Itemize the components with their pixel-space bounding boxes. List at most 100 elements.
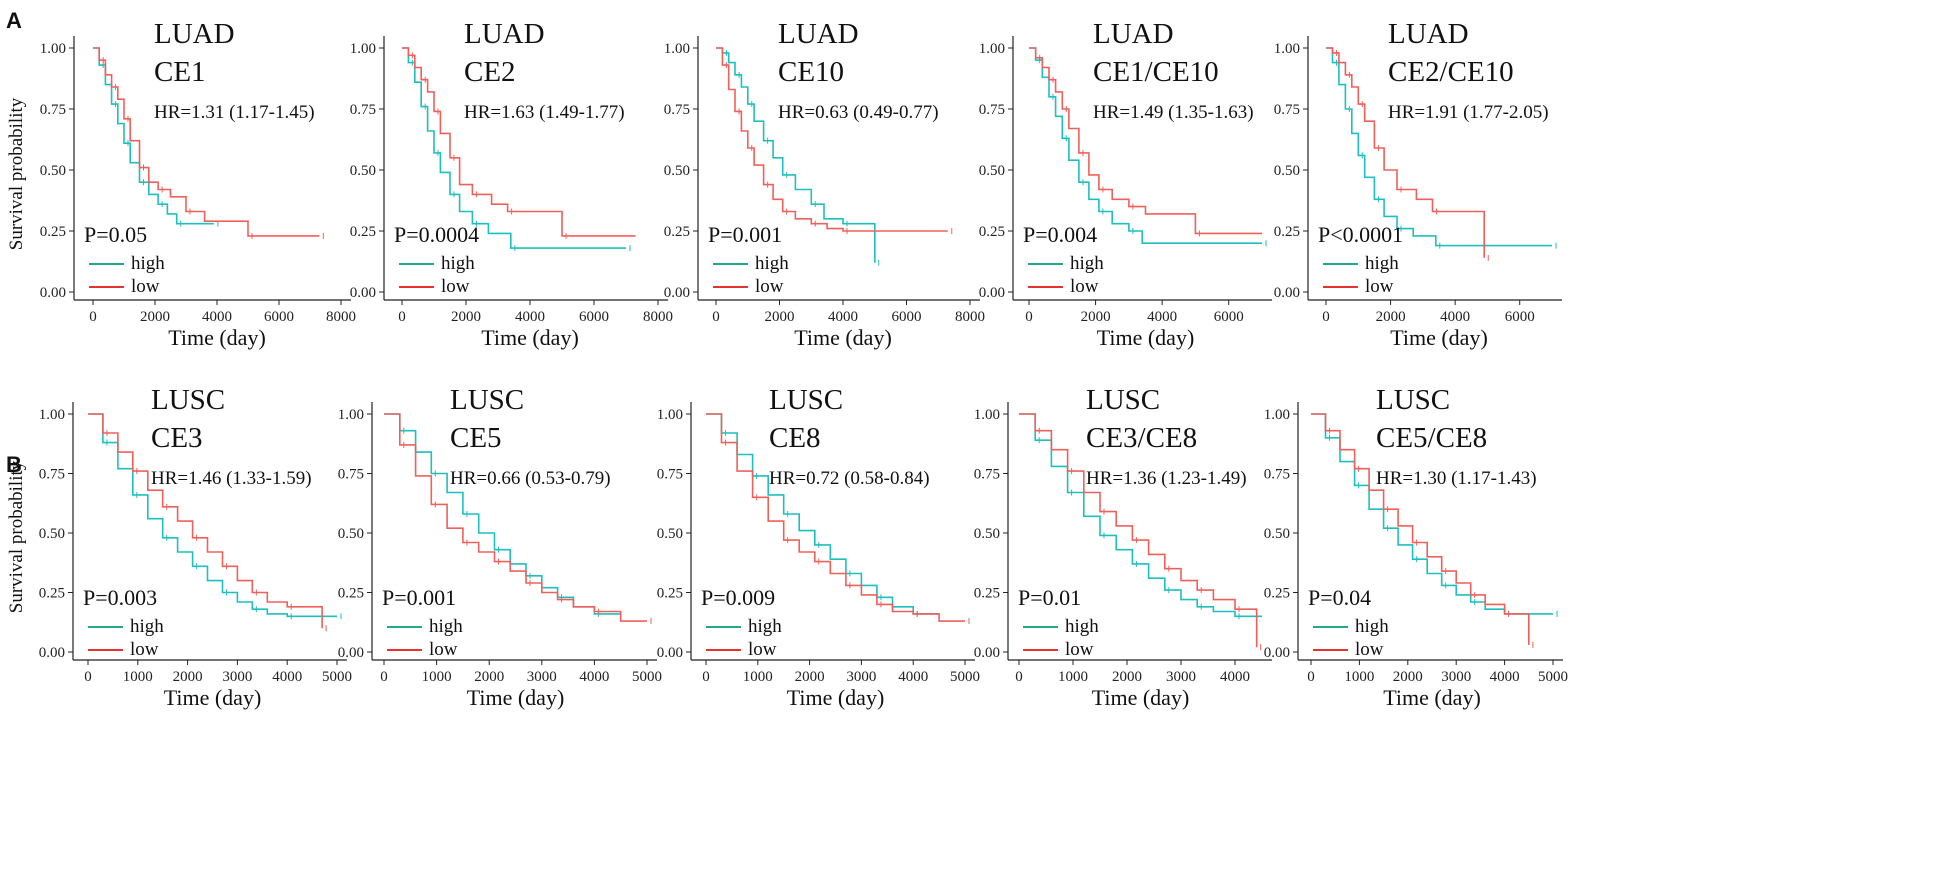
x-axis-label: Time (day): [794, 325, 892, 350]
y-tick-label: 0.75: [657, 467, 683, 483]
y-tick-label: 1.00: [338, 407, 364, 423]
x-tick-label: 0: [398, 309, 406, 325]
y-tick-label: 0.75: [1274, 102, 1300, 118]
y-tick-label: 0.25: [40, 224, 66, 240]
y-tick-label: 0.25: [664, 224, 690, 240]
x-tick-label: 4000: [828, 309, 858, 325]
y-tick-label: 0.75: [1264, 467, 1290, 483]
km-curve-low: [1029, 47, 1262, 235]
y-tick-label: 1.00: [39, 407, 65, 423]
x-tick-label: 5000: [1538, 669, 1568, 685]
x-axis-label: Time (day): [168, 325, 266, 350]
y-tick-label: 0.25: [657, 586, 683, 602]
y-tick-label: 0.00: [657, 645, 683, 661]
legend-label-low: low: [748, 639, 777, 660]
y-tick-label: 0.00: [1264, 645, 1290, 661]
group-title: CE5: [450, 422, 502, 454]
x-tick-label: 0: [712, 309, 720, 325]
y-tick-label: 0.50: [979, 163, 1005, 179]
x-tick-label: 6000: [892, 309, 922, 325]
p-value-label: P<0.0001: [1318, 222, 1403, 247]
legend-label-high: high: [131, 253, 165, 274]
legend-label-high: high: [1070, 253, 1104, 274]
x-tick-label: 2000: [173, 669, 203, 685]
x-tick-label: 3000: [222, 669, 252, 685]
km-plot-luad-ce1: 0.00 0.25 0.50 0.75 1.00 0 2000 4000 6000 8000 Tim…: [6, 18, 356, 350]
legend-label-high: high: [130, 616, 164, 637]
x-tick-label: 2000: [1112, 669, 1142, 685]
km-curve-high: [716, 47, 876, 263]
legend-label-high: high: [1065, 616, 1099, 637]
x-tick-label: 4000: [515, 309, 545, 325]
km-curve-low: [1019, 413, 1258, 648]
km-curve-high: [1029, 47, 1262, 244]
x-tick-label: 5000: [632, 669, 662, 685]
y-tick-label: 0.50: [39, 526, 65, 542]
x-tick-label: 2000: [765, 309, 795, 325]
km-plot-luad-ce2-ce10: 0.00 0.25 0.50 0.75 1.00 0 2000 4000 6000 Time (d…: [1274, 18, 1562, 350]
p-value-label: P=0.0004: [394, 222, 479, 247]
x-axis-label: Time (day): [481, 325, 579, 350]
cancer-title: LUAD: [154, 18, 235, 50]
p-value-label: P=0.003: [83, 585, 157, 610]
km-curve-low: [93, 47, 320, 237]
x-tick-label: 6000: [579, 309, 609, 325]
x-axis-label: Time (day): [1092, 685, 1190, 710]
x-tick-label: 2000: [474, 669, 504, 685]
x-tick-label: 2000: [140, 309, 170, 325]
y-tick-label: 1.00: [1264, 407, 1290, 423]
legend-label-low: low: [755, 276, 784, 297]
x-axis-label: Time (day): [467, 685, 565, 710]
km-plot-lusc-ce3-ce8: 0.00 0.25 0.50 0.75 1.00 0 1000 2000 3000 4000 Tim…: [974, 384, 1272, 710]
cancer-title: LUSC: [1086, 384, 1160, 416]
km-plot-lusc-ce8: 0.00 0.25 0.50 0.75 1.00 0 1000 2000 3000 4000 500…: [657, 384, 980, 710]
group-title: CE10: [778, 56, 844, 88]
p-value-label: P=0.01: [1018, 585, 1081, 610]
x-axis-label: Time (day): [1390, 325, 1488, 350]
km-curve-low: [384, 413, 647, 622]
hazard-ratio-label: HR=1.63 (1.49-1.77): [464, 102, 625, 123]
y-tick-label: 0.75: [338, 467, 364, 483]
x-tick-label: 0: [1015, 669, 1023, 685]
x-axis-label: Time (day): [787, 685, 885, 710]
y-tick-label: 0.75: [39, 467, 65, 483]
y-tick-label: 0.00: [40, 285, 66, 301]
x-tick-label: 8000: [326, 309, 356, 325]
x-tick-label: 0: [1025, 309, 1033, 325]
x-tick-label: 3000: [1441, 669, 1471, 685]
cancer-title: LUSC: [450, 384, 524, 416]
x-tick-label: 5000: [322, 669, 352, 685]
group-title: CE8: [769, 422, 821, 454]
x-tick-label: 2000: [451, 309, 481, 325]
cancer-title: LUSC: [769, 384, 843, 416]
x-tick-label: 4000: [1220, 669, 1250, 685]
p-value-label: P=0.04: [1308, 585, 1371, 610]
x-tick-label: 0: [702, 669, 710, 685]
x-tick-label: 1000: [743, 669, 773, 685]
y-tick-label: 0.00: [974, 645, 1000, 661]
legend-label-low: low: [1365, 276, 1394, 297]
km-plot-luad-ce1-ce10: 0.00 0.25 0.50 0.75 1.00 0 2000 4000 6000 Time (d…: [979, 18, 1272, 350]
hazard-ratio-label: HR=0.72 (0.58-0.84): [769, 468, 930, 489]
hazard-ratio-label: HR=0.63 (0.49-0.77): [778, 102, 939, 123]
x-tick-label: 1000: [1058, 669, 1088, 685]
group-title: CE3: [151, 422, 203, 454]
x-tick-label: 6000: [1214, 309, 1244, 325]
y-tick-label: 0.25: [39, 586, 65, 602]
y-tick-label: 1.00: [350, 41, 376, 57]
cancer-title: LUAD: [464, 18, 545, 50]
x-tick-label: 3000: [846, 669, 876, 685]
x-tick-label: 1000: [123, 669, 153, 685]
cancer-title: LUAD: [1093, 18, 1174, 50]
hazard-ratio-label: HR=1.36 (1.23-1.49): [1086, 468, 1247, 489]
group-title: CE2: [464, 56, 516, 88]
km-curve-low: [706, 413, 965, 622]
legend-label-low: low: [1065, 639, 1094, 660]
km-plot-lusc-ce3: 0.00 0.25 0.50 0.75 1.00 0 1000 2000 3000 4000 500…: [6, 384, 352, 710]
y-tick-label: 0.00: [979, 285, 1005, 301]
panel-label-b: B: [6, 452, 22, 477]
y-tick-label: 0.50: [1264, 526, 1290, 542]
km-curve-high: [88, 413, 337, 618]
km-curve-high: [1019, 413, 1262, 618]
